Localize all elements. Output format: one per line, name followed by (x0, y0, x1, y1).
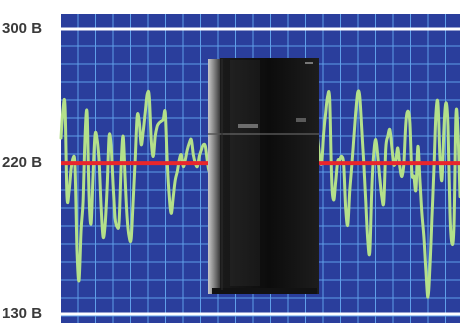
y-tick-label-300: 300 В (2, 20, 43, 37)
y-tick-label-220: 220 В (2, 154, 43, 172)
grid (61, 14, 460, 323)
refrigerator-image (208, 58, 319, 294)
y-tick-label-130: 130 В (2, 305, 43, 322)
